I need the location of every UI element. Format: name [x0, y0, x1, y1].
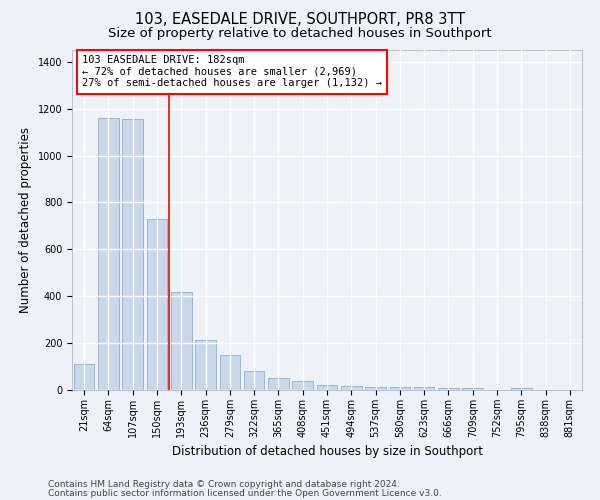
X-axis label: Distribution of detached houses by size in Southport: Distribution of detached houses by size …: [172, 446, 482, 458]
Bar: [74, 364, 94, 390]
Y-axis label: Number of detached properties: Number of detached properties: [19, 127, 32, 313]
Bar: [244, 371, 265, 390]
Bar: [122, 119, 143, 390]
Bar: [292, 381, 313, 390]
Bar: [268, 378, 289, 390]
Bar: [389, 387, 410, 390]
Bar: [171, 292, 191, 390]
Text: 103, EASEDALE DRIVE, SOUTHPORT, PR8 3TT: 103, EASEDALE DRIVE, SOUTHPORT, PR8 3TT: [135, 12, 465, 28]
Bar: [365, 386, 386, 390]
Bar: [463, 388, 483, 390]
Bar: [438, 388, 459, 390]
Bar: [317, 385, 337, 390]
Text: Size of property relative to detached houses in Southport: Size of property relative to detached ho…: [108, 28, 492, 40]
Bar: [195, 340, 216, 390]
Bar: [414, 387, 434, 390]
Bar: [341, 386, 362, 390]
Bar: [98, 118, 119, 390]
Text: 103 EASEDALE DRIVE: 182sqm
← 72% of detached houses are smaller (2,969)
27% of s: 103 EASEDALE DRIVE: 182sqm ← 72% of deta…: [82, 55, 382, 88]
Text: Contains HM Land Registry data © Crown copyright and database right 2024.: Contains HM Land Registry data © Crown c…: [48, 480, 400, 489]
Bar: [146, 219, 167, 390]
Bar: [511, 388, 532, 390]
Bar: [220, 355, 240, 390]
Text: Contains public sector information licensed under the Open Government Licence v3: Contains public sector information licen…: [48, 488, 442, 498]
